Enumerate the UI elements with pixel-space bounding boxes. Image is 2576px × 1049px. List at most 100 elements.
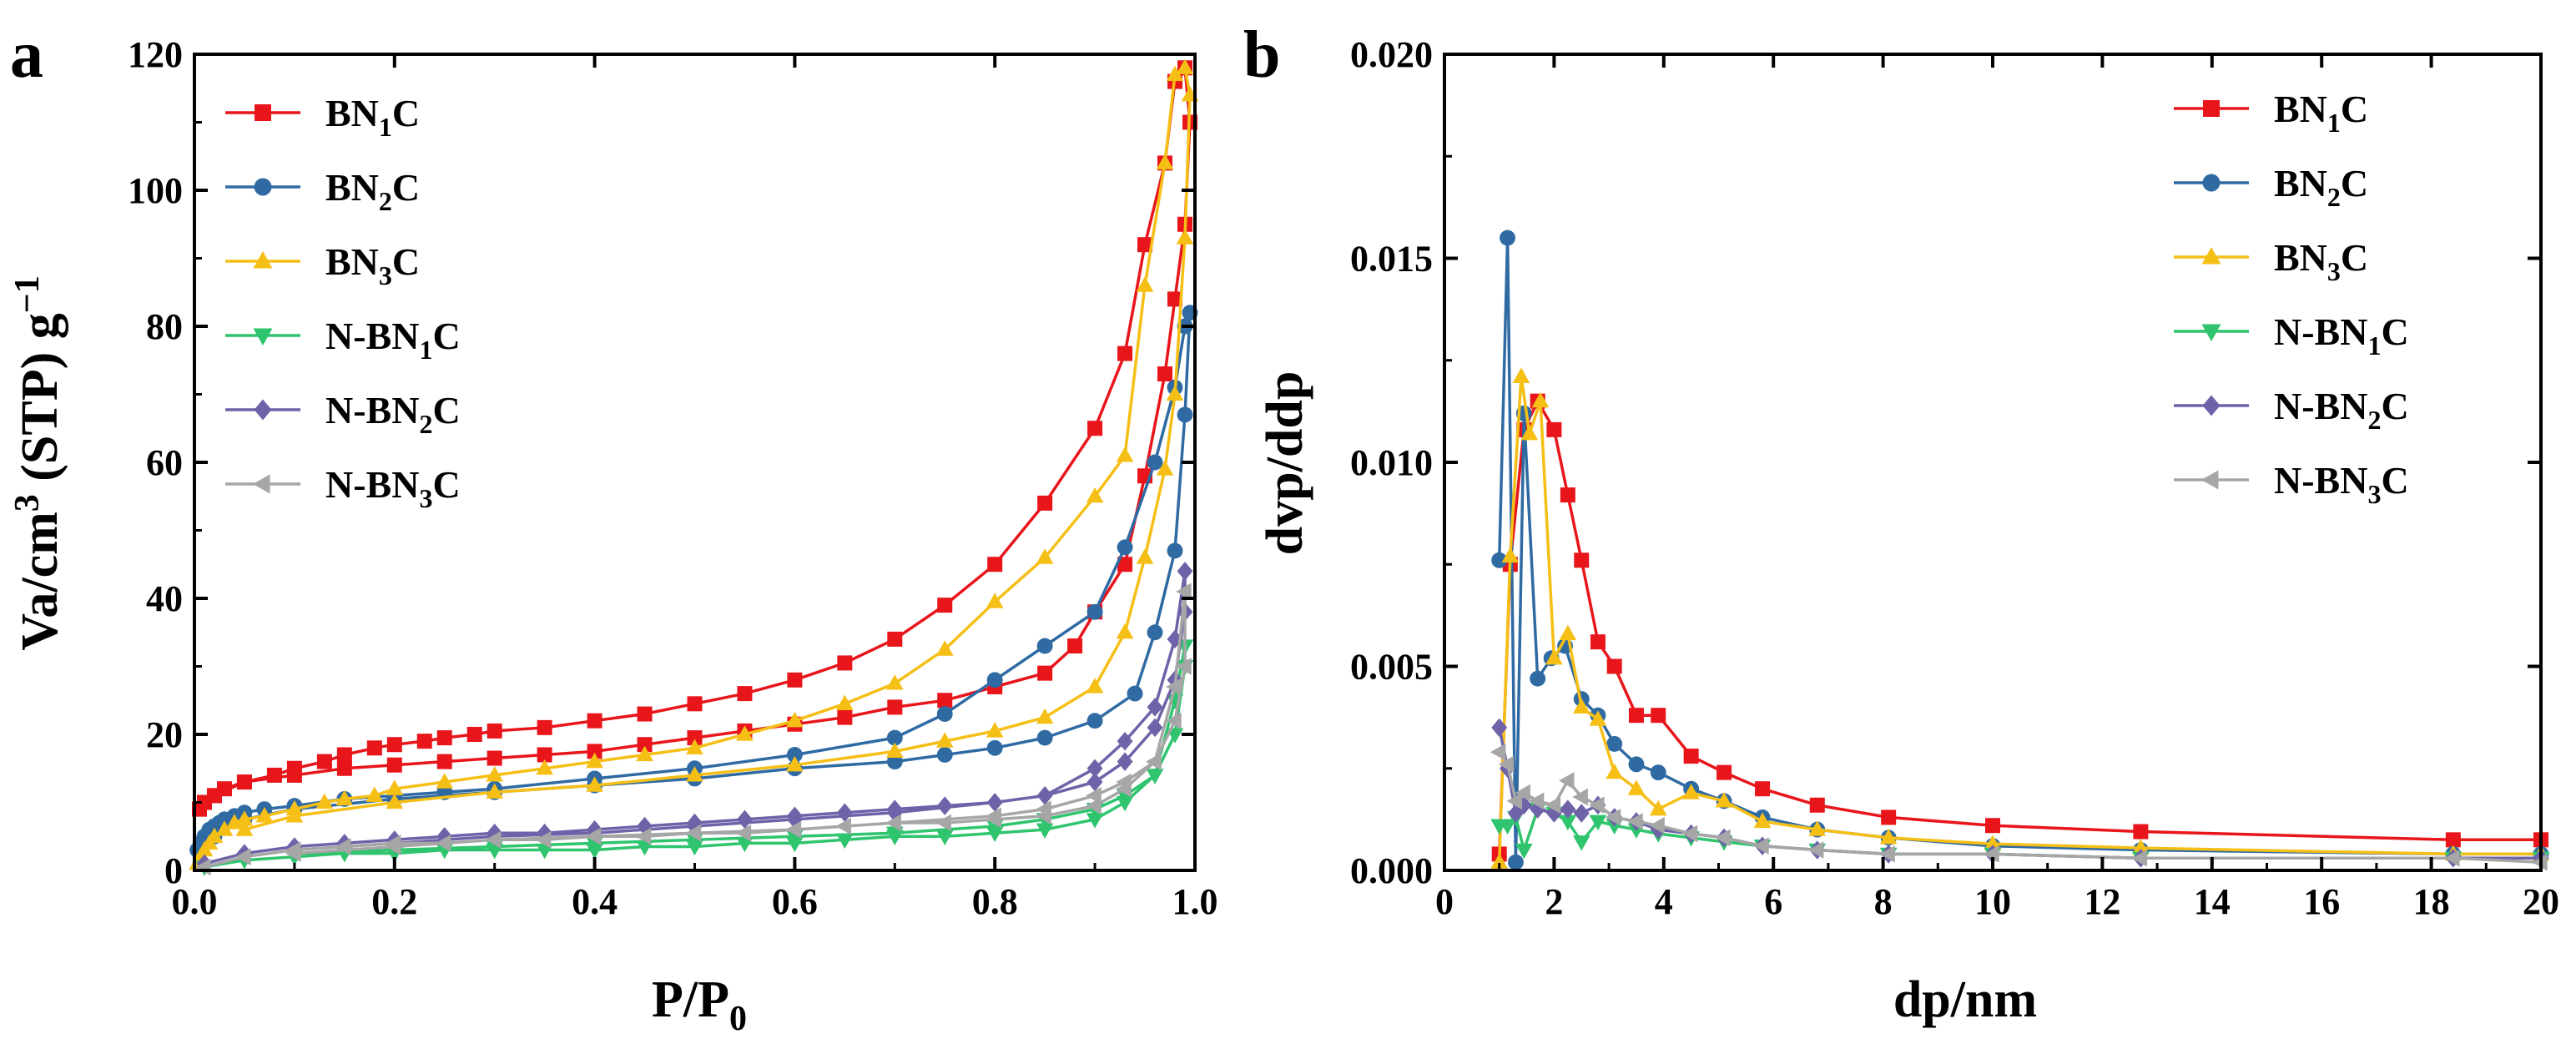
panel-a-x-tick-label: 0.4	[572, 881, 618, 922]
panel-a-series-bn3c	[189, 58, 1199, 870]
panel-a-data-point	[1086, 603, 1103, 620]
panel-a-data-point	[1036, 638, 1053, 654]
panel-a-data-point	[836, 803, 853, 822]
panel-a-data-point	[1086, 678, 1104, 693]
panel-b-legend-label: N-BN1C	[2274, 310, 2409, 361]
panel-a-data-point	[1166, 712, 1182, 730]
panel-a-data-point	[585, 827, 602, 845]
panel-a-data-point	[1167, 542, 1183, 559]
panel-a-data-point	[986, 672, 1003, 688]
panel-b-data-point	[1560, 799, 1576, 819]
panel-a-data-point	[1147, 698, 1163, 717]
panel-b-data-point	[1559, 772, 1575, 789]
panel-b-data-point	[1491, 718, 1508, 738]
panel-b-data-point	[1682, 784, 1700, 799]
panel-a-data-point	[936, 796, 953, 815]
panel-b-data-point	[1753, 812, 1772, 828]
panel-a-legend-label: N-BN1C	[325, 315, 461, 365]
panel-a-data-point	[536, 759, 553, 775]
panel-a-data-point	[885, 814, 901, 832]
panel-b-y-tick-label: 0.000	[1350, 850, 1433, 891]
panel-a-data-point	[935, 814, 951, 832]
panel-a-data-point	[786, 755, 804, 772]
panel-b-data-point	[1715, 829, 1731, 847]
panel-b-data-point	[1572, 835, 1590, 851]
panel-a-data-point	[736, 836, 754, 853]
panel-b-data-point	[1515, 784, 1530, 802]
panel-b-data-point	[1879, 845, 1895, 863]
panel-a-y-tick-label: 100	[128, 170, 183, 211]
panel-a-data-point	[1167, 291, 1183, 307]
panel-a-data-point	[1157, 366, 1173, 382]
panel-a-data-point	[206, 788, 222, 804]
panel-a-data-point	[1116, 623, 1134, 639]
panel-a-letter: a	[10, 18, 43, 92]
panel-b-data-point	[1589, 796, 1605, 814]
panel-a-data-point	[1086, 487, 1104, 503]
panel-a-data-point	[1147, 718, 1163, 738]
panel-a-data-point	[637, 737, 653, 753]
panel-a-data-point	[935, 830, 954, 846]
panel-a-data-point	[637, 706, 653, 722]
panel-b-data-point	[2132, 839, 2150, 855]
panel-a-data-point	[486, 766, 504, 782]
panel-b-data-point	[1715, 792, 1733, 808]
panel-a-legend-label: N-BN2C	[325, 389, 461, 439]
panel-b-letter: b	[1243, 18, 1281, 92]
panel-a-data-point	[786, 747, 803, 763]
panel-a-data-point	[1086, 772, 1103, 792]
panel-b-data-point	[1716, 764, 1732, 780]
panel-b-data-point	[2131, 849, 2148, 867]
panel-a-data-point	[285, 845, 301, 862]
panel-b-data-point	[2133, 824, 2149, 840]
panel-a-data-point	[236, 774, 252, 790]
panel-a-data-point	[1036, 729, 1053, 746]
panel-a-data-point	[737, 686, 753, 702]
panel-a-data-point	[1037, 665, 1053, 681]
panel-b-data-point	[1498, 755, 1515, 774]
panel-a-data-point	[536, 843, 553, 860]
panel-a-data-point	[1117, 345, 1133, 361]
panel-b-data-point	[1605, 809, 1621, 826]
panel-b-plot: 0 2 4 6 8 10 12 14 16 18 20 0.000 0.005 0.010 0.015 0.0…	[1350, 34, 2559, 922]
panel-a-data-point	[1136, 276, 1154, 292]
panel-a-data-point	[336, 760, 352, 776]
panel-a-data-point	[1166, 65, 1184, 82]
panel-a-data-point	[316, 754, 332, 769]
panel-b-data-point	[1572, 698, 1590, 714]
panel-a-data-point	[436, 754, 452, 769]
panel-b-data-point	[1520, 424, 1539, 441]
panel-a-data-point	[1116, 446, 1134, 462]
panel-a-y-tick-label: 60	[146, 442, 183, 483]
panel-a-y-tick-label: 20	[146, 714, 183, 755]
panel-b-data-point	[1984, 845, 1999, 863]
panel-a-data-point	[1067, 638, 1083, 654]
panel-b-data-point	[1606, 658, 1622, 674]
panel-b-x-tick-label: 8	[1874, 881, 1893, 922]
panel-b-data-point	[1628, 708, 1644, 724]
panel-b-series-line	[1497, 375, 2541, 863]
panel-a-data-point	[1177, 406, 1193, 423]
panel-a-data-point	[587, 713, 602, 729]
panel-a-data-point	[887, 631, 903, 647]
panel-a-data-point	[685, 824, 702, 842]
panel-a-y-tick-label: 40	[146, 578, 183, 619]
panel-a-data-point	[1166, 678, 1182, 696]
panel-a-x-tick-label: 0.8	[972, 881, 1018, 922]
panel-a-data-point	[435, 835, 451, 852]
panel-a-data-point	[535, 830, 552, 849]
panel-b-data-point	[1573, 804, 1590, 823]
panel-a-data-point	[1036, 786, 1053, 805]
panel-a-data-point	[1037, 495, 1053, 511]
panel-a-data-point	[365, 786, 384, 802]
panel-a-data-point	[937, 598, 953, 613]
panel-a-data-point	[986, 739, 1003, 756]
panel-b-x-tick-label: 20	[2523, 881, 2559, 922]
panel-a-data-point	[486, 750, 502, 766]
panel-a-data-point	[286, 767, 302, 783]
panel-a-data-point	[1176, 658, 1192, 675]
panel-a-legend-marker	[253, 328, 273, 345]
panel-b-data-point	[1649, 816, 1665, 835]
panel-a-data-point	[335, 789, 354, 806]
panel-a-legend-marker	[255, 104, 271, 121]
